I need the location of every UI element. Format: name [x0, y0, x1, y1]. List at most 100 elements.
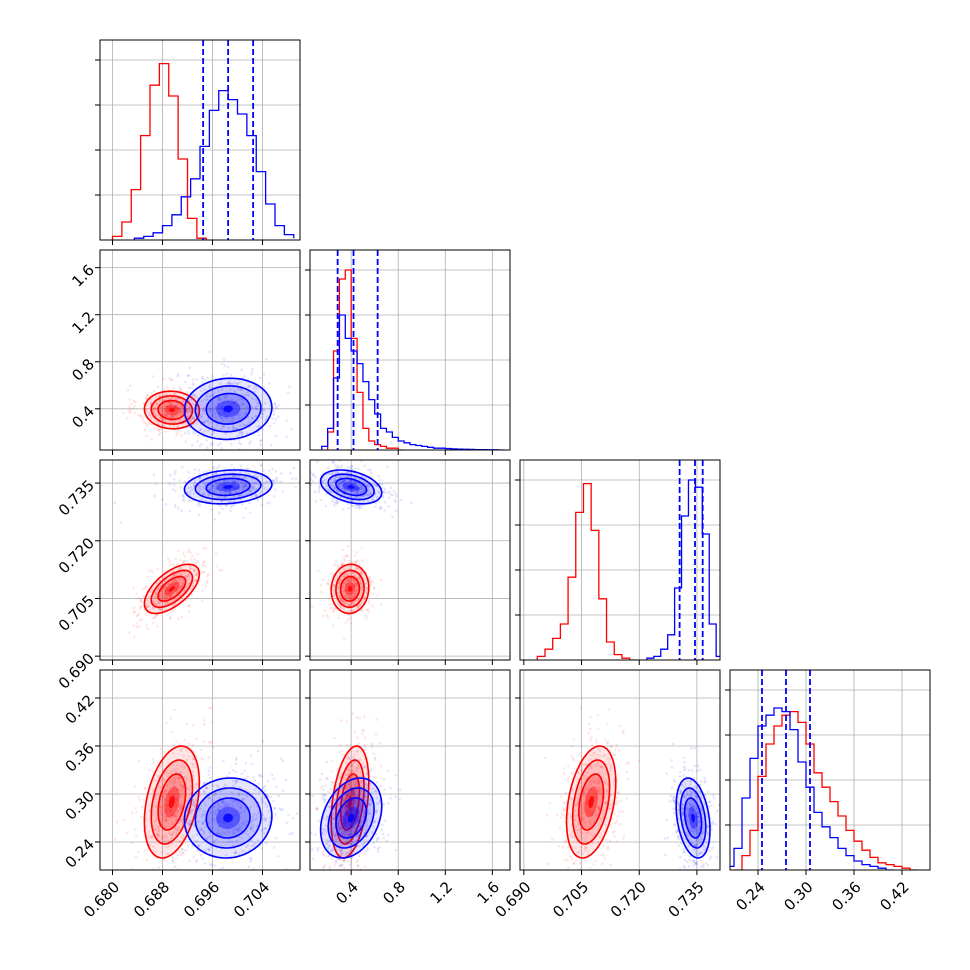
scatter-point [176, 810, 179, 814]
scatter-point [162, 795, 165, 799]
scatter-point [353, 480, 356, 484]
y-tick-label: 0.735 [55, 476, 98, 519]
scatter-point [345, 554, 349, 557]
scatter-point [345, 602, 349, 605]
scatter-point [154, 615, 157, 619]
scatter-point [241, 493, 245, 497]
scatter-point [576, 851, 579, 854]
scatter-point [375, 839, 379, 843]
scatter-point [343, 601, 347, 605]
scatter-point [354, 582, 358, 586]
scatter-point [274, 813, 277, 816]
scatter-point [188, 788, 191, 791]
scatter-point [177, 585, 181, 589]
scatter-point [192, 568, 195, 571]
scatter-point [170, 769, 174, 773]
scatter-point [224, 480, 228, 484]
scatter-point [333, 798, 337, 802]
scatter-point [698, 852, 701, 855]
scatter-point [337, 823, 341, 826]
scatter-point [200, 400, 204, 403]
scatter-point [363, 744, 366, 747]
scatter-point [368, 769, 372, 773]
scatter-point [173, 602, 177, 606]
scatter-point [311, 472, 315, 476]
scatter-point [281, 490, 284, 493]
scatter-point [617, 810, 621, 813]
scatter-point [222, 358, 226, 362]
scatter-point [343, 823, 347, 827]
scatter-point [607, 806, 611, 810]
scatter-point [261, 412, 265, 416]
scatter-point [175, 857, 178, 860]
scatter-point [244, 411, 248, 415]
scatter-point [598, 786, 601, 789]
scatter-point [152, 621, 155, 625]
scatter-point [234, 779, 238, 783]
scatter-point [375, 796, 379, 800]
scatter-point [347, 821, 351, 825]
scatter-point [264, 817, 268, 821]
scatter-point [175, 804, 178, 807]
scatter-point [158, 579, 162, 582]
scatter-point [205, 836, 208, 839]
scatter-point [197, 513, 201, 517]
scatter-point [355, 560, 358, 563]
scatter-point [346, 772, 350, 776]
scatter-point [263, 487, 267, 490]
scatter-point [142, 798, 146, 801]
scatter-point [195, 737, 199, 740]
scatter-point [164, 596, 168, 599]
scatter-point [234, 762, 238, 766]
scatter-point [252, 829, 255, 833]
scatter-point [328, 886, 331, 889]
scatter-point [179, 784, 183, 787]
scatter-point [344, 831, 348, 834]
scatter-point [260, 829, 263, 832]
scatter-point [187, 407, 191, 410]
scatter-point [340, 833, 344, 836]
scatter-point [588, 866, 592, 870]
scatter-point [602, 809, 606, 813]
scatter-point [587, 791, 591, 795]
scatter-point [166, 808, 170, 811]
scatter-point [228, 802, 231, 806]
scatter-point [374, 505, 377, 509]
scatter-point [360, 586, 363, 589]
scatter-point [250, 407, 253, 410]
scatter-point [176, 374, 180, 378]
scatter-point [608, 839, 612, 843]
scatter-point [244, 476, 247, 480]
scatter-point [360, 609, 363, 612]
scatter-point [273, 488, 277, 491]
scatter-point [594, 794, 598, 798]
scatter-point [358, 570, 362, 574]
scatter-point [208, 831, 212, 835]
scatter-point [573, 809, 577, 812]
scatter-point [348, 610, 352, 613]
scatter-point [339, 597, 342, 601]
scatter-point [234, 487, 237, 491]
scatter-point [189, 418, 193, 422]
scatter-point [203, 862, 207, 865]
scatter-point [203, 781, 206, 785]
scatter-point [352, 826, 355, 830]
y-tick-label: 0.690 [55, 649, 98, 692]
scatter-point [219, 504, 222, 508]
scatter-point [352, 756, 355, 760]
scatter-point [354, 812, 357, 816]
scatter-point [363, 828, 367, 831]
scatter-point [208, 383, 212, 387]
scatter-point [152, 606, 156, 610]
scatter-point [253, 474, 256, 478]
scatter-point [153, 595, 157, 599]
scatter-point [343, 573, 347, 576]
scatter-point [231, 804, 235, 808]
scatter-point [359, 587, 363, 590]
scatter-point [175, 806, 178, 809]
scatter-point [351, 768, 355, 772]
scatter-point [355, 582, 358, 585]
scatter-point [351, 468, 354, 471]
scatter-point [240, 849, 244, 853]
scatter-point [690, 821, 693, 825]
